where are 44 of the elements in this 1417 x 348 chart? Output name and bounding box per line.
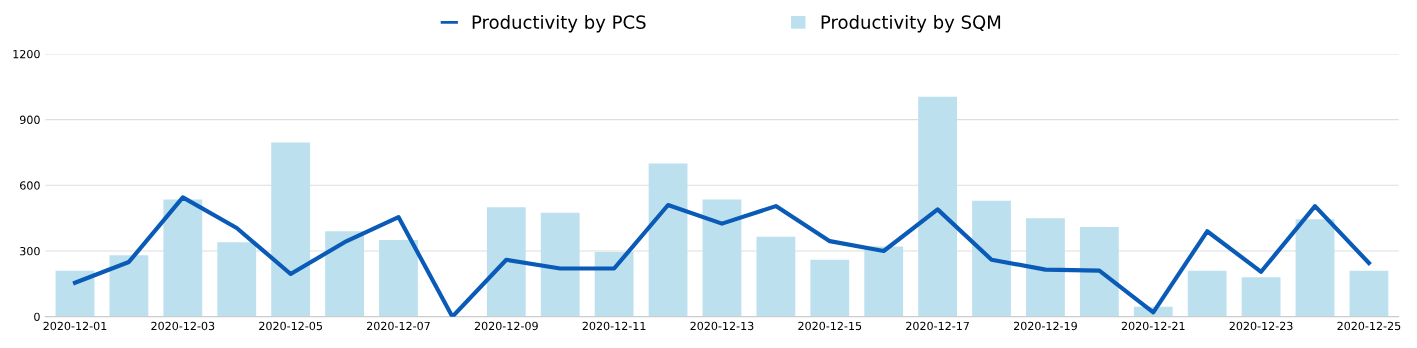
x-tick-label: 2020-12-13	[690, 321, 754, 331]
bar	[379, 240, 418, 317]
y-tick-label: 0	[34, 312, 40, 322]
x-tick-label: 2020-12-05	[259, 321, 322, 331]
bar	[1026, 218, 1065, 317]
bar	[1295, 219, 1335, 317]
bar	[756, 236, 796, 317]
bar	[918, 96, 958, 317]
bar	[325, 231, 364, 317]
x-tick-label: 2020-12-15	[798, 321, 862, 331]
legend-label: Productivity by SQM	[821, 14, 1001, 33]
bar	[109, 255, 149, 317]
line-series	[72, 195, 1372, 317]
bar	[1187, 270, 1227, 317]
bar	[1349, 270, 1389, 317]
bar	[594, 252, 634, 317]
x-tick-label: 2020-12-19	[1013, 321, 1077, 331]
legend-label: Productivity by PCS	[472, 14, 646, 33]
bar	[271, 142, 311, 317]
bar	[163, 199, 203, 317]
x-tick-label: 2020-12-21	[1121, 321, 1185, 331]
x-tick-label: 2020-12-01	[43, 321, 107, 331]
bar	[486, 207, 526, 317]
x-tick-label: 2020-12-03	[151, 321, 215, 331]
x-tick-label: 2020-12-25	[1337, 321, 1401, 331]
bar	[810, 259, 850, 317]
bar	[702, 199, 742, 317]
bar	[55, 270, 95, 317]
x-tick-label: 2020-12-17	[906, 321, 969, 331]
x-tick-label: 2020-12-09	[474, 321, 538, 331]
y-tick-label: 900	[19, 115, 40, 124]
x-tick-label: 2020-12-11	[582, 321, 646, 331]
bar	[217, 242, 257, 317]
x-tick-label: 2020-12-07	[367, 321, 430, 331]
y-tick-label: 600	[20, 181, 40, 190]
bar	[1079, 226, 1119, 317]
x-tick-label: 2020-12-23	[1229, 321, 1293, 331]
bar	[540, 212, 580, 317]
bar	[972, 200, 1011, 317]
y-tick-label: 1200	[13, 49, 40, 59]
y-tick-label: 300	[20, 246, 40, 256]
bar	[864, 246, 904, 317]
bar	[648, 163, 688, 317]
bar	[1241, 277, 1281, 317]
